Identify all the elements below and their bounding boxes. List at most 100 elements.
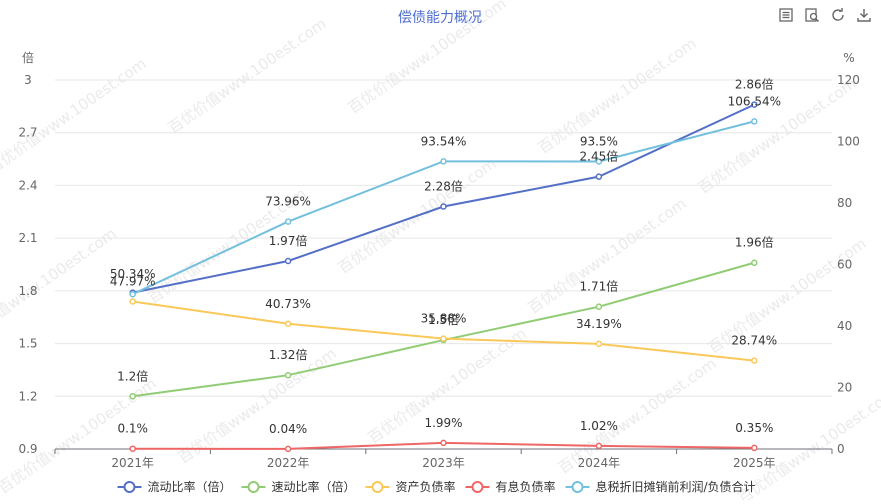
data-point (284, 320, 292, 328)
legend-item[interactable]: 流动比率（倍） (117, 479, 232, 494)
series-line (132, 300, 755, 362)
left-axis-tick-label: 1.5 (18, 337, 37, 351)
legend-marker (247, 481, 260, 493)
left-axis-tick-label: 2.4 (18, 178, 37, 192)
data-label: 1.99% (424, 416, 462, 430)
data-point (440, 158, 447, 165)
watermark-text: 百优价值www.100est.com (695, 74, 860, 197)
data-point (284, 257, 292, 265)
x-axis-tick-label: 2022年 (267, 456, 310, 470)
data-point (284, 218, 292, 225)
right-axis-tick-label: 40 (837, 319, 852, 333)
left-axis-tick-label: 3 (24, 73, 32, 87)
left-axis-tick-label: 0.9 (18, 442, 37, 456)
data-point (440, 335, 447, 342)
legend-label: 速动比率（倍） (272, 479, 356, 494)
data-label: 2.45倍 (580, 149, 619, 164)
data-label: 0.1% (117, 422, 148, 436)
legend-marker (123, 481, 136, 493)
right-axis-unit: % (843, 51, 854, 65)
grid-lines (55, 79, 832, 397)
data-point (595, 340, 603, 348)
legend-item[interactable]: 速动比率（倍） (241, 479, 356, 494)
data-label: 1.2倍 (117, 368, 148, 383)
data-label: 93.54% (421, 134, 467, 148)
data-label: 34.19% (576, 317, 622, 331)
data-point (751, 259, 758, 266)
legend-item[interactable]: 有息负债率 (465, 479, 556, 494)
right-axis-tick-label: 100 (837, 135, 860, 149)
legend: 流动比率（倍） 速动比率（倍） 资产负债率 有息负债率 息税折旧摊销前利润/负债合计 (117, 479, 756, 494)
data-labels: 1.97倍 2.28倍 2.45倍 2.86倍 1.2倍 1.32倍 1.5倍 1.71倍 1.… (110, 77, 781, 436)
data-label: 1.96倍 (735, 235, 774, 250)
data-point (284, 445, 292, 453)
x-axis-tick-label: 2023年 (422, 456, 465, 470)
right-axis-tick-label: 60 (837, 258, 852, 272)
data-label: 1.5倍 (428, 312, 459, 327)
watermark-text: 百优价值www.100est.com (735, 384, 881, 500)
data-label: 1.32倍 (269, 347, 308, 362)
data-label: 1.02% (580, 419, 618, 433)
data-label: 73.96% (265, 195, 311, 209)
data-label: 93.5% (580, 134, 618, 148)
series-layer (129, 101, 758, 453)
left-axis-tick-label: 1.8 (18, 284, 37, 298)
data-label: 50.34% (110, 267, 156, 281)
data-point (440, 439, 447, 447)
left-axis-tick-label: 2.1 (18, 231, 37, 245)
data-label: 47.97% (110, 274, 156, 288)
data-label: 1.97倍 (269, 233, 308, 248)
legend-label: 资产负债率 (396, 479, 456, 494)
legend-label: 息税折旧摊销前利润/负债合计 (596, 479, 756, 494)
legend-marker (471, 481, 484, 493)
data-view-icon[interactable] (777, 6, 795, 24)
right-axis-tick-label: 0 (837, 442, 845, 456)
data-point (751, 118, 758, 125)
legend-label: 流动比率（倍） (148, 479, 232, 494)
data-point (440, 203, 447, 210)
data-point (129, 445, 136, 452)
data-label: 0.04% (269, 422, 307, 436)
chart-title: 偿债能力概况 (398, 10, 482, 26)
data-label: 40.73% (265, 297, 311, 311)
left-axis-unit: 倍 (22, 50, 34, 65)
watermark-text: 百优价值www.100est.com (0, 54, 150, 177)
data-point (751, 357, 758, 364)
right-axis-tick-label: 20 (837, 381, 852, 395)
watermark-text: 百优价值www.100est.com (525, 194, 690, 317)
x-axis-tick-label: 2024年 (578, 456, 621, 470)
zoom-icon[interactable] (803, 6, 821, 24)
right-axis-tick-label: 80 (837, 196, 852, 210)
data-point (129, 393, 136, 400)
data-point (595, 442, 603, 450)
data-point (595, 173, 603, 180)
series-line (132, 261, 755, 398)
legend-marker (371, 481, 384, 493)
right-axis-tick-label: 120 (837, 73, 860, 87)
left-axis-tick-label: 1.2 (18, 389, 37, 403)
legend-item[interactable]: 资产负债率 (365, 479, 456, 494)
chart-toolbar (777, 6, 873, 24)
data-label: 35.88% (421, 312, 467, 326)
legend-marker (571, 481, 584, 493)
restore-icon[interactable] (829, 6, 847, 24)
data-point (284, 371, 292, 379)
data-point (751, 444, 758, 452)
watermark-text: 百优价值www.100est.com (165, 14, 330, 137)
x-axis-tick-label: 2025年 (733, 456, 776, 470)
data-point (129, 290, 136, 298)
data-point (751, 101, 758, 108)
legend-label: 有息负债率 (496, 479, 556, 494)
data-label: 1.71倍 (580, 279, 619, 294)
data-label: 0.35% (735, 421, 773, 435)
download-icon[interactable] (855, 6, 873, 24)
legend-item[interactable]: 息税折旧摊销前利润/负债合计 (565, 479, 756, 494)
data-label: 28.74% (731, 334, 777, 348)
data-point (595, 158, 603, 165)
watermark-text: 百优价值www.100est.com (705, 234, 870, 357)
x-axis-tick-label: 2021年 (111, 456, 154, 470)
data-label: 2.28倍 (424, 179, 463, 194)
data-point (129, 298, 136, 305)
